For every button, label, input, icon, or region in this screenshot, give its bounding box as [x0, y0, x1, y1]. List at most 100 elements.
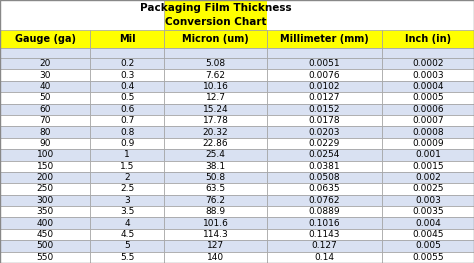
Text: 140: 140 [207, 253, 224, 262]
Bar [164, 172, 267, 183]
Bar [267, 229, 382, 240]
Text: 1.5: 1.5 [120, 162, 135, 171]
Text: 0.0002: 0.0002 [412, 59, 444, 68]
Text: 5.08: 5.08 [205, 59, 226, 68]
Text: 0.5: 0.5 [120, 93, 135, 102]
Bar [382, 48, 474, 58]
Bar [90, 229, 164, 240]
Text: 63.5: 63.5 [205, 184, 226, 194]
Bar [164, 104, 267, 115]
Bar [267, 81, 382, 92]
Bar [0, 183, 90, 195]
Bar [164, 183, 267, 195]
Bar [382, 115, 474, 126]
Bar [0, 149, 90, 160]
Bar [0, 160, 90, 172]
Text: 200: 200 [36, 173, 54, 182]
Text: 4.5: 4.5 [120, 230, 134, 239]
Text: 0.9: 0.9 [120, 139, 135, 148]
Text: 4: 4 [124, 219, 130, 228]
Bar [382, 172, 474, 183]
Text: 15.24: 15.24 [203, 105, 228, 114]
Text: 0.003: 0.003 [415, 196, 441, 205]
Text: 0.127: 0.127 [311, 241, 337, 250]
Text: 0.0045: 0.0045 [412, 230, 444, 239]
Text: 38.1: 38.1 [205, 162, 226, 171]
Bar [90, 92, 164, 104]
Bar [0, 172, 90, 183]
Text: 300: 300 [36, 196, 54, 205]
Text: 50.8: 50.8 [205, 173, 226, 182]
Bar [0, 240, 90, 252]
Text: 40: 40 [39, 82, 51, 91]
Bar [90, 195, 164, 206]
Text: 350: 350 [36, 207, 54, 216]
Bar [267, 30, 382, 48]
Bar [267, 183, 382, 195]
Bar [0, 0, 90, 30]
Bar [382, 229, 474, 240]
Bar [90, 183, 164, 195]
Text: 0.1016: 0.1016 [309, 219, 340, 228]
Text: 0.0035: 0.0035 [412, 207, 444, 216]
Text: 0.4: 0.4 [120, 82, 134, 91]
Bar [267, 206, 382, 218]
Bar [90, 252, 164, 263]
Bar [382, 206, 474, 218]
Bar [164, 92, 267, 104]
Bar [0, 104, 90, 115]
Bar [267, 48, 382, 58]
Bar [0, 92, 90, 104]
Bar [90, 160, 164, 172]
Text: 17.78: 17.78 [202, 116, 228, 125]
Bar [382, 183, 474, 195]
Text: Millimeter (mm): Millimeter (mm) [280, 34, 369, 44]
Bar [267, 160, 382, 172]
Text: 127: 127 [207, 241, 224, 250]
Bar [382, 81, 474, 92]
Text: Packaging Film Thickness
Conversion Chart: Packaging Film Thickness Conversion Char… [140, 3, 291, 27]
Text: 30: 30 [39, 70, 51, 80]
Bar [90, 149, 164, 160]
Text: Mil: Mil [119, 34, 136, 44]
Bar [164, 81, 267, 92]
Bar [164, 252, 267, 263]
Text: 0.0006: 0.0006 [412, 105, 444, 114]
Bar [90, 104, 164, 115]
Text: 0.0152: 0.0152 [309, 105, 340, 114]
Text: 0.2: 0.2 [120, 59, 134, 68]
Bar [90, 30, 164, 48]
Bar [382, 195, 474, 206]
Bar [164, 195, 267, 206]
Text: 7.62: 7.62 [205, 70, 226, 80]
Text: 0.0889: 0.0889 [309, 207, 340, 216]
Text: 20.32: 20.32 [203, 128, 228, 136]
Text: Gauge (ga): Gauge (ga) [15, 34, 76, 44]
Text: 0.0005: 0.0005 [412, 93, 444, 102]
Bar [164, 58, 267, 69]
Bar [267, 92, 382, 104]
Text: 0.0015: 0.0015 [412, 162, 444, 171]
Text: 0.001: 0.001 [415, 150, 441, 159]
Bar [90, 126, 164, 138]
Text: 5: 5 [124, 241, 130, 250]
Bar [267, 115, 382, 126]
Bar [90, 48, 164, 58]
Bar [164, 48, 267, 58]
Bar [267, 58, 382, 69]
Bar [90, 240, 164, 252]
Bar [382, 92, 474, 104]
Bar [267, 172, 382, 183]
Text: 0.0254: 0.0254 [309, 150, 340, 159]
Bar [164, 149, 267, 160]
Text: Micron (um): Micron (um) [182, 34, 249, 44]
Bar [164, 115, 267, 126]
Text: 0.3: 0.3 [120, 70, 135, 80]
Text: 10.16: 10.16 [202, 82, 228, 91]
Text: 0.0508: 0.0508 [309, 173, 340, 182]
Text: 400: 400 [36, 219, 54, 228]
Text: 0.0203: 0.0203 [309, 128, 340, 136]
Bar [90, 69, 164, 81]
Bar [382, 252, 474, 263]
Text: 450: 450 [36, 230, 54, 239]
